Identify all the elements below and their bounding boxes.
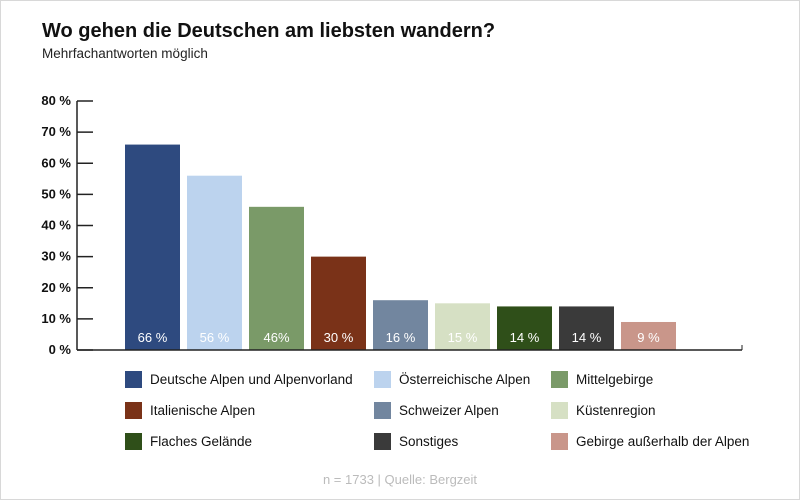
data-label: 56 % [200, 330, 230, 345]
chart-title: Wo gehen die Deutschen am liebsten wande… [42, 20, 496, 42]
y-tick-label: 70 % [41, 124, 71, 139]
data-label: 9 % [637, 330, 660, 345]
y-tick-label: 20 % [41, 280, 71, 295]
legend-swatch [374, 402, 391, 419]
source-note: n = 1733 | Quelle: Bergzeit [322, 472, 478, 487]
y-tick-label: 0 % [49, 342, 72, 357]
bar [621, 321, 676, 350]
legend-item: Flaches Gelände [125, 433, 252, 450]
legend-label: Gebirge außerhalb der Alpen [576, 434, 750, 449]
legend-label: Italienische Alpen [150, 403, 256, 418]
data-label: 66 % [138, 330, 168, 345]
legend-item: Sonstiges [374, 433, 458, 450]
legend-swatch [374, 371, 391, 388]
bar [497, 306, 552, 350]
legend-swatch [551, 371, 568, 388]
legend-swatch [125, 371, 142, 388]
bar [373, 300, 428, 350]
data-label: 46% [263, 330, 289, 345]
legend-swatch [551, 402, 568, 419]
data-label: 15 % [448, 330, 478, 345]
bar [559, 306, 614, 350]
data-label: 14 % [572, 330, 602, 345]
legend-swatch [125, 402, 142, 419]
bar [125, 144, 180, 350]
bar [311, 256, 366, 350]
legend-swatch [374, 433, 391, 450]
bar [249, 206, 304, 350]
y-tick-label: 80 % [41, 93, 71, 108]
bar [187, 175, 242, 350]
y-tick-label: 40 % [41, 218, 71, 233]
data-label: 14 % [510, 330, 540, 345]
legend-label: Küstenregion [576, 403, 656, 418]
legend-label: Mittelgebirge [576, 372, 654, 387]
data-label: 30 % [324, 330, 354, 345]
legend-label: Österreichische Alpen [399, 372, 531, 387]
legend-item: Gebirge außerhalb der Alpen [551, 433, 749, 450]
y-tick-label: 30 % [41, 249, 71, 264]
legend-item: Küstenregion [551, 402, 656, 419]
legend-label: Deutsche Alpen und Alpenvorland [150, 372, 353, 387]
legend-item: Italienische Alpen [125, 402, 255, 419]
y-tick-label: 50 % [41, 186, 71, 201]
legend-label: Flaches Gelände [150, 434, 253, 449]
bar [435, 303, 490, 350]
legend-item: Mittelgebirge [551, 371, 653, 388]
data-label: 16 % [386, 330, 416, 345]
y-tick-label: 60 % [41, 155, 71, 170]
chart-subtitle: Mehrfachantworten möglich [42, 46, 208, 61]
y-tick-label: 10 % [41, 311, 71, 326]
legend-swatch [125, 433, 142, 450]
legend-item: Schweizer Alpen [374, 402, 499, 419]
legend-swatch [551, 433, 568, 450]
legend-item: Österreichische Alpen [374, 371, 530, 388]
legend-item: Deutsche Alpen und Alpenvorland [125, 371, 353, 388]
legend-label: Sonstiges [399, 434, 459, 449]
legend-label: Schweizer Alpen [399, 403, 499, 418]
